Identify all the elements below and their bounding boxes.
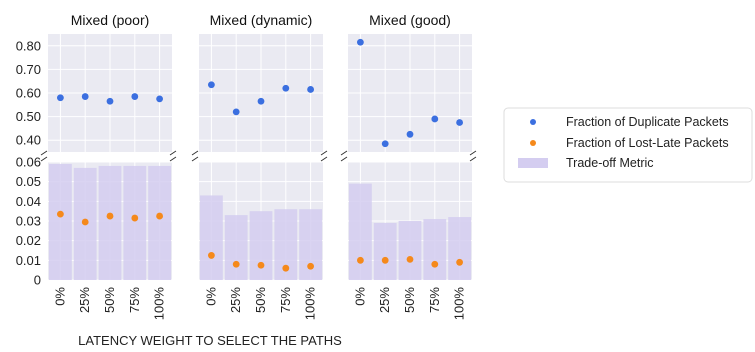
x-tick-label: 25%: [228, 287, 243, 313]
x-tick-label: 50%: [102, 287, 117, 313]
tradeoff-bar: [299, 209, 323, 280]
lost-late-point: [257, 261, 265, 269]
axis-break-right: [320, 150, 328, 162]
y-tick-label-lower: 0: [34, 273, 41, 288]
x-tick-label: 25%: [77, 287, 92, 313]
x-tick-label: 75%: [127, 287, 142, 313]
legend-box: [503, 107, 753, 183]
duplicate-point: [307, 86, 314, 93]
tradeoff-bar: [423, 219, 447, 280]
x-tick-label: 50%: [402, 287, 417, 313]
y-tick-label-lower: 0.03: [16, 214, 41, 229]
lost-late-point: [57, 210, 64, 218]
lost-late-point: [381, 256, 389, 264]
duplicate-point: [232, 108, 240, 116]
y-tick-label-lower: 0.06: [16, 155, 41, 170]
legend-swatch: [518, 158, 548, 168]
x-tick-label: 75%: [278, 287, 293, 313]
legend-marker: [530, 140, 536, 146]
x-tick-label: 25%: [377, 287, 392, 313]
duplicate-point: [456, 119, 463, 126]
panel-1: Mixed (poor) 0% 25% 50% 75% 100%: [40, 12, 177, 321]
axis-break-right: [169, 150, 177, 162]
y-tick-label-upper: 0.60: [16, 86, 41, 101]
x-tick-label: 0%: [52, 287, 67, 306]
lost-late-point: [406, 255, 414, 263]
duplicate-point: [282, 84, 290, 92]
tradeoff-bar: [274, 209, 298, 280]
lost-late-point: [131, 214, 139, 222]
y-tick-label-upper: 0.40: [16, 133, 41, 148]
x-tick-label: 75%: [427, 287, 442, 313]
axis-break-right: [469, 150, 477, 162]
lost-late-point: [307, 262, 314, 270]
legend-label: Fraction of Lost-Late Packets: [566, 136, 729, 150]
tradeoff-bar: [48, 163, 72, 280]
duplicate-point: [431, 115, 439, 123]
y-tick-label-lower: 0.05: [16, 174, 41, 189]
x-axis-label: LATENCY WEIGHT TO SELECT THE PATHS: [78, 333, 342, 348]
duplicate-point: [81, 93, 89, 100]
lost-late-point: [156, 212, 164, 220]
x-tick-label: 50%: [253, 287, 268, 313]
legend-label: Fraction of Duplicate Packets: [566, 115, 729, 129]
duplicate-point: [357, 38, 364, 46]
duplicate-point: [257, 97, 265, 105]
duplicate-point: [106, 97, 114, 105]
lost-late-point: [282, 264, 290, 272]
tradeoff-bar: [199, 195, 223, 280]
x-tick-label: 0%: [352, 287, 367, 306]
x-tick-label: 100%: [452, 287, 467, 321]
legend-label: Trade-off Metric: [566, 156, 654, 170]
lost-late-point: [106, 212, 114, 220]
y-tick-label-upper: 0.50: [16, 109, 41, 124]
y-tick-label-upper: 0.70: [16, 62, 41, 77]
tradeoff-bar: [123, 165, 147, 280]
axis-break-left: [191, 150, 199, 162]
y-tick-label-lower: 0.04: [16, 194, 41, 209]
lost-late-point: [456, 258, 463, 266]
y-tick-label-lower: 0.02: [16, 233, 41, 248]
duplicate-point: [208, 81, 215, 89]
panel-2: Mixed (dynamic) 0% 25% 50% 75% 100%: [191, 12, 328, 321]
tradeoff-bar: [448, 217, 472, 280]
y-tick-label-lower: 0.01: [16, 253, 41, 268]
tradeoff-bar: [224, 215, 248, 280]
legend-marker: [530, 119, 536, 125]
panel-title: Mixed (dynamic): [210, 12, 313, 28]
panel-title: Mixed (good): [369, 12, 451, 28]
tradeoff-bar: [373, 222, 397, 280]
tradeoff-bar: [98, 165, 122, 280]
lost-late-point: [357, 256, 364, 264]
duplicate-point: [156, 95, 164, 103]
axis-break-left: [340, 150, 348, 162]
tradeoff-bar: [398, 221, 422, 280]
duplicate-point: [406, 130, 414, 138]
x-tick-label: 100%: [152, 287, 167, 321]
tradeoff-bar: [249, 211, 273, 280]
duplicate-point: [57, 94, 64, 102]
panel-title: Mixed (poor): [71, 12, 150, 28]
tradeoff-bar: [148, 165, 172, 280]
legend: Fraction of Duplicate Packets Fraction of…: [503, 107, 753, 183]
lost-late-point: [232, 260, 240, 268]
duplicate-point: [381, 140, 389, 148]
axis-break-left: [40, 150, 48, 162]
tradeoff-bar: [348, 183, 372, 280]
lost-late-point: [81, 218, 89, 226]
duplicate-point: [131, 93, 139, 100]
lost-late-point: [431, 260, 439, 268]
y-tick-label-upper: 0.80: [16, 38, 41, 53]
panel-3: Mixed (good) 0% 25% 50% 75% 100%: [340, 12, 477, 321]
lost-late-point: [208, 252, 215, 259]
x-tick-label: 0%: [203, 287, 218, 306]
x-tick-label: 100%: [303, 287, 318, 321]
